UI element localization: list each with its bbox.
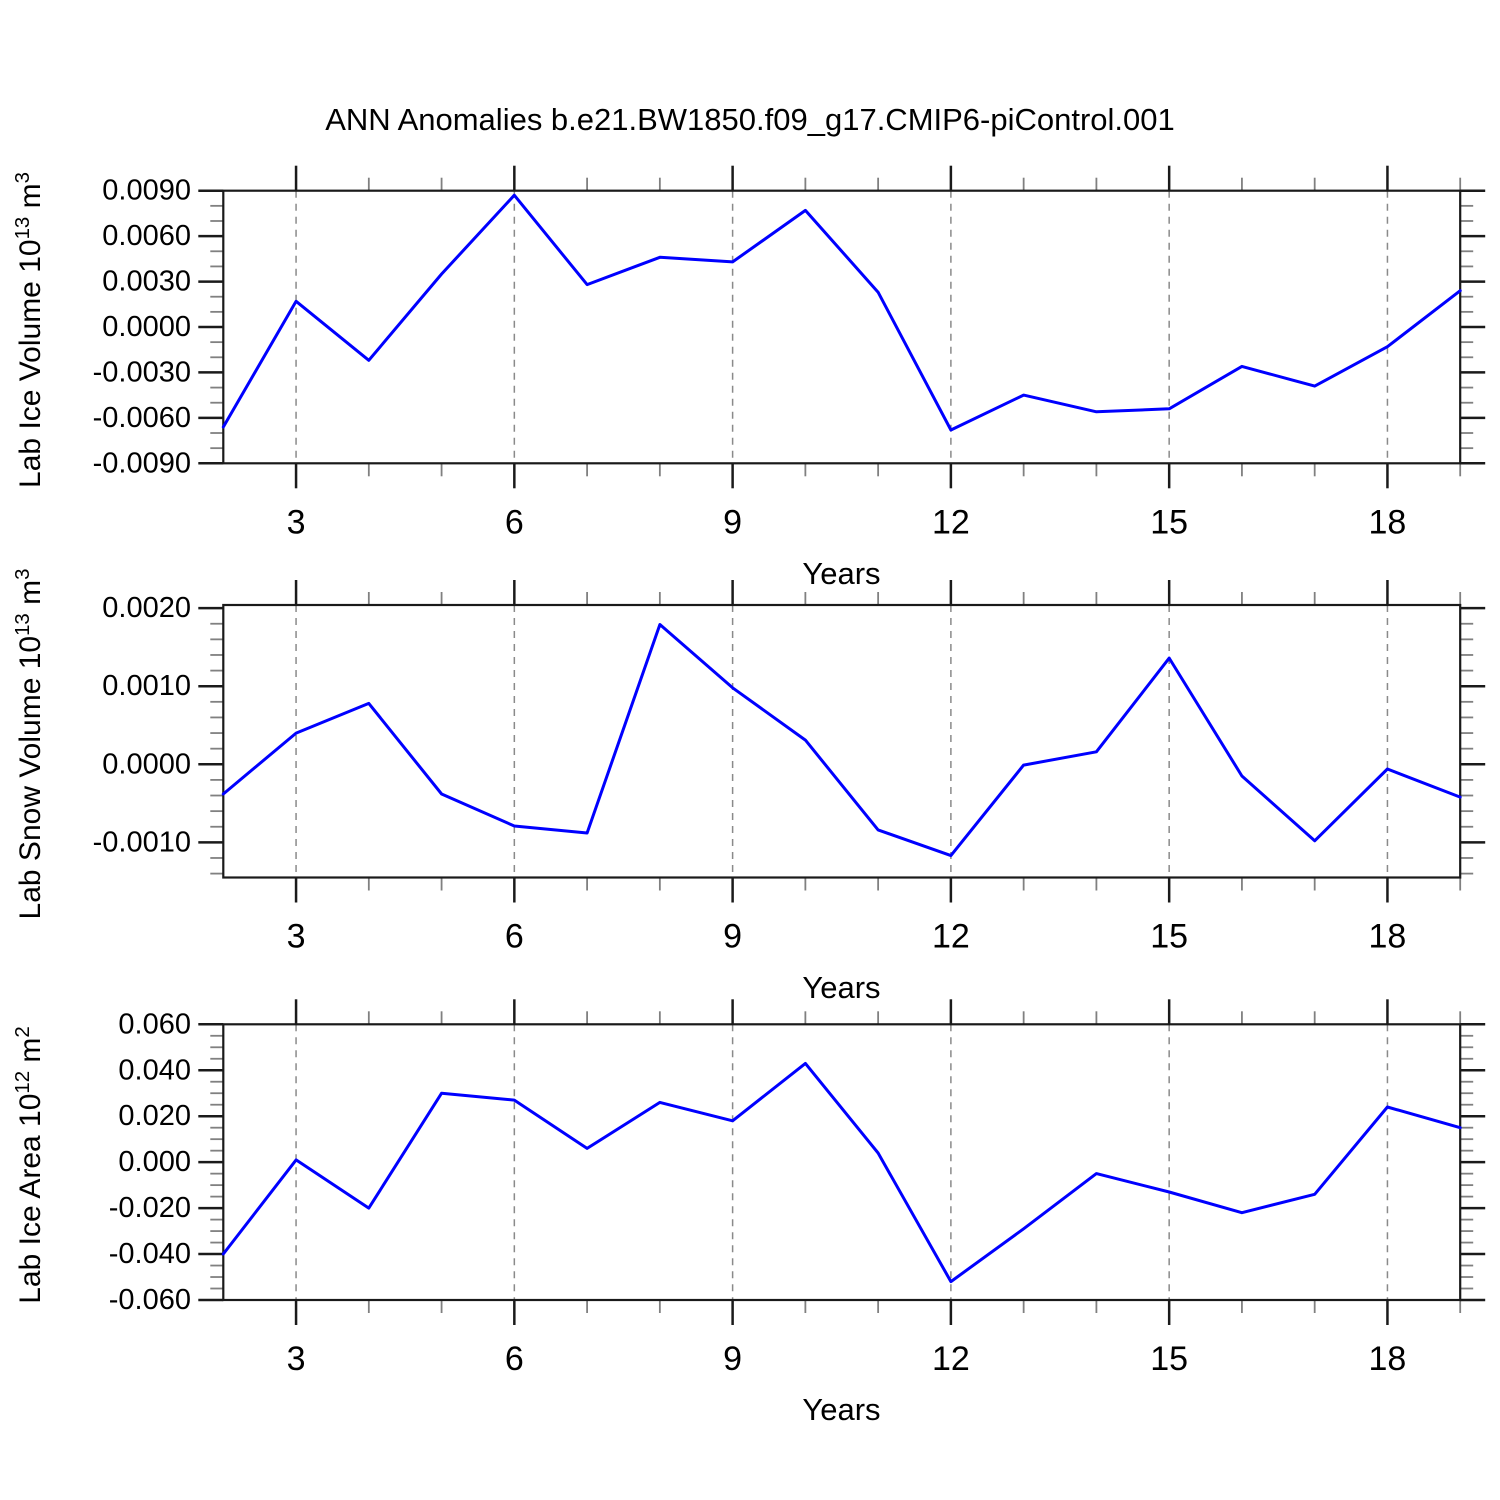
x-axis-title-plot2: Years — [802, 970, 881, 1005]
y-tick-label: -0.0010 — [93, 826, 191, 858]
x-tick-label: 9 — [723, 503, 742, 541]
y-tick-label: 0.0060 — [102, 220, 191, 252]
y-tick-label: 0.020 — [118, 1100, 191, 1132]
x-tick-label: 18 — [1369, 1340, 1407, 1378]
x-tick-label: 15 — [1150, 503, 1188, 541]
y-tick-label: 0.0090 — [102, 175, 191, 207]
y-tick-label: -0.020 — [109, 1192, 191, 1224]
x-tick-label: 12 — [932, 503, 970, 541]
figure-title: ANN Anomalies b.e21.BW1850.f09_g17.CMIP6… — [325, 102, 1175, 137]
y-tick-label: 0.0020 — [102, 592, 191, 624]
x-tick-label: 3 — [287, 918, 306, 956]
y-tick-label: 0.0030 — [102, 266, 191, 298]
y-tick-label: -0.0060 — [93, 402, 191, 434]
x-tick-label: 3 — [287, 503, 306, 541]
y-tick-label: -0.060 — [109, 1284, 191, 1316]
series-line-lab-snow-volume — [221, 623, 1462, 858]
x-tick-label: 9 — [723, 918, 742, 956]
x-tick-label: 12 — [932, 918, 970, 956]
x-tick-label: 6 — [505, 918, 524, 956]
plot-frame-lab-ice-area — [222, 1023, 1462, 1302]
x-tick-label: 15 — [1150, 918, 1188, 956]
x-tick-label: 18 — [1369, 918, 1407, 956]
x-tick-label: 6 — [505, 503, 524, 541]
y-tick-label: 0.060 — [118, 1008, 191, 1040]
x-axis-title-plot3: Years — [802, 1392, 881, 1427]
y-tick-label: -0.040 — [109, 1238, 191, 1270]
series-line-lab-ice-area — [221, 1061, 1462, 1284]
plot-frame-lab-ice-volume — [222, 189, 1462, 465]
y-tick-label: 0.0000 — [102, 311, 191, 343]
y-tick-label: 0.000 — [118, 1146, 191, 1178]
x-axis-title-plot1: Years — [802, 556, 881, 591]
x-tick-label: 9 — [723, 1340, 742, 1378]
y-tick-label: 0.040 — [118, 1054, 191, 1086]
y-tick-label: 0.0010 — [102, 670, 191, 702]
y-tick-label: 0.0000 — [102, 748, 191, 780]
y-tick-label: -0.0090 — [93, 447, 191, 479]
x-tick-label: 18 — [1369, 503, 1407, 541]
x-tick-label: 6 — [505, 1340, 524, 1378]
series-line-lab-ice-volume — [221, 193, 1462, 432]
x-tick-label: 12 — [932, 1340, 970, 1378]
x-tick-label: 3 — [287, 1340, 306, 1378]
y-tick-label: -0.0030 — [93, 356, 191, 388]
plot-frame-lab-snow-volume — [222, 603, 1462, 879]
x-tick-label: 15 — [1150, 1340, 1188, 1378]
